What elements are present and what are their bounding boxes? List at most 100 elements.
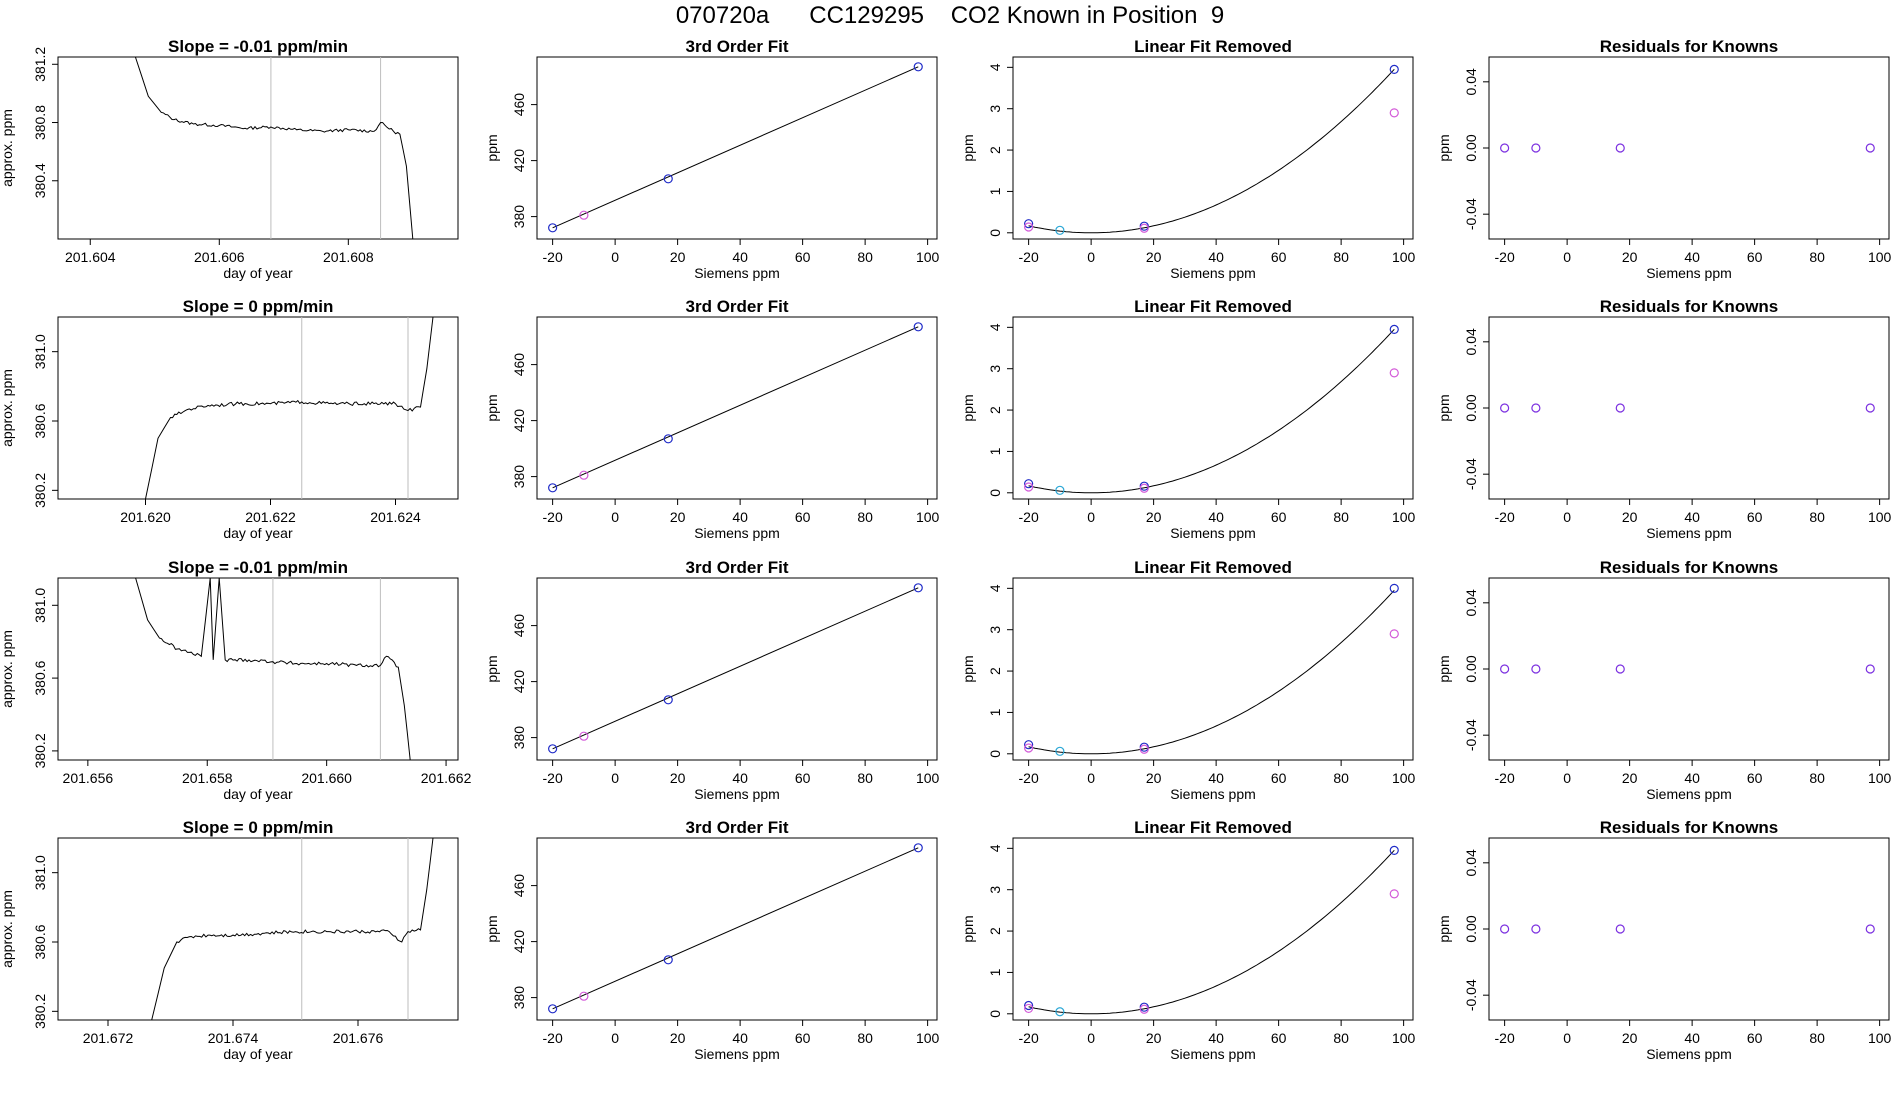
y-tick-label: 380.6 xyxy=(32,660,48,695)
plot-frame xyxy=(57,577,459,761)
data-point xyxy=(1500,403,1510,413)
data-point xyxy=(1055,746,1065,756)
chart-panel-15: Linear Fit Removed-20 0 20 40 60 80 100Siemens… xyxy=(960,818,1416,1062)
y-axis-label: ppm xyxy=(960,915,976,942)
y-tick-label: 380.2 xyxy=(32,473,48,508)
y-tick-label: 460 xyxy=(511,353,527,377)
x-tick-label: 80 xyxy=(1809,770,1825,786)
x-tick-label: 100 xyxy=(916,249,940,265)
chart-panel-14: 3rd Order Fit -20 0 20 40 60 80 100 Siemens ppm 3… xyxy=(484,818,940,1062)
x-tick-label: 0 xyxy=(611,1030,619,1046)
y-axis-label: ppm xyxy=(484,134,500,161)
data-point xyxy=(548,223,558,233)
data-point xyxy=(1531,664,1541,674)
x-tick-label: 80 xyxy=(1333,509,1349,525)
x-tick-label: 20 xyxy=(670,509,686,525)
fit-curve xyxy=(1028,328,1395,494)
chart-title: Residuals for Knowns xyxy=(1600,37,1779,56)
chart-title: Residuals for Knowns xyxy=(1600,297,1779,316)
y-tick-label: 2 xyxy=(987,927,1003,935)
x-tick-label: 201.606 xyxy=(194,249,245,265)
x-tick-label: 60 xyxy=(795,509,811,525)
chart-title: Residuals for Knowns xyxy=(1600,558,1779,577)
x-tick-label: 201.662 xyxy=(421,770,472,786)
plot-frame xyxy=(1488,316,1890,500)
y-tick-label: 420 xyxy=(511,409,527,433)
x-tick-label: 20 xyxy=(670,770,686,786)
plot-frame xyxy=(57,316,459,500)
x-tick-label: 0 xyxy=(1087,770,1095,786)
x-axis-label: Siemens ppm xyxy=(694,525,780,541)
y-tick-label: 2 xyxy=(987,406,1003,414)
x-axis-label: Siemens ppm xyxy=(1646,265,1732,281)
data-point xyxy=(1024,222,1034,232)
x-tick-label: 40 xyxy=(732,249,748,265)
data-point xyxy=(663,695,673,705)
fit-line xyxy=(552,326,919,489)
y-tick-label: 4 xyxy=(987,584,1003,592)
x-tick-label: 100 xyxy=(1392,1030,1416,1046)
x-tick-label: 0 xyxy=(611,770,619,786)
plot-data xyxy=(1500,403,1875,413)
chart-title: Slope = 0 ppm/min xyxy=(183,818,334,837)
x-tick-label: 80 xyxy=(1809,509,1825,525)
data-point xyxy=(1865,924,1875,934)
x-tick-label: 60 xyxy=(1747,770,1763,786)
y-tick-label: 380.4 xyxy=(32,163,48,198)
data-series-line xyxy=(151,838,434,1020)
plot-data xyxy=(145,317,434,499)
x-tick-label: 40 xyxy=(1208,1030,1224,1046)
data-point xyxy=(1531,924,1541,934)
chart-panel-2: 3rd Order Fit -20 0 20 40 60 80 100 Siemens ppm 3… xyxy=(484,37,940,281)
y-tick-label: 380.6 xyxy=(32,924,48,959)
y-tick-label: 381.0 xyxy=(32,334,48,369)
data-point xyxy=(1024,482,1034,492)
chart-panel-7: Linear Fit Removed-20 0 20 40 60 80 100Siemens… xyxy=(960,297,1416,541)
fit-line xyxy=(552,587,919,750)
y-tick-label: 3 xyxy=(987,105,1003,113)
y-tick-label: 0.04 xyxy=(1463,589,1479,616)
chart-panel-11: Linear Fit Removed-20 0 20 40 60 80 100Siemens… xyxy=(960,558,1416,802)
chart-panel-6: 3rd Order Fit -20 0 20 40 60 80 100 Siemens ppm 3… xyxy=(484,297,940,541)
x-tick-label: 100 xyxy=(916,1030,940,1046)
x-tick-label: 201.674 xyxy=(208,1030,259,1046)
chart-title: 3rd Order Fit xyxy=(686,558,789,577)
x-tick-label: 60 xyxy=(1271,249,1287,265)
x-tick-label: 201.676 xyxy=(333,1030,384,1046)
plot-data xyxy=(1024,324,1399,495)
x-axis-label: Siemens ppm xyxy=(1170,786,1256,802)
y-tick-label: 380 xyxy=(511,726,527,750)
y-tick-label: 1 xyxy=(987,447,1003,455)
fit-curve xyxy=(1028,849,1395,1015)
y-tick-label: 3 xyxy=(987,886,1003,894)
y-axis-label: ppm xyxy=(1436,394,1452,421)
x-axis-label: day of year xyxy=(223,1046,293,1062)
x-axis-label: Siemens ppm xyxy=(1646,786,1732,802)
data-point xyxy=(579,470,589,480)
data-point xyxy=(579,731,589,741)
x-tick-label: 20 xyxy=(670,1030,686,1046)
x-tick-label: 0 xyxy=(1563,770,1571,786)
data-point xyxy=(663,434,673,444)
plot-frame xyxy=(536,577,938,761)
data-point xyxy=(1024,479,1034,489)
plot-frame xyxy=(1488,577,1890,761)
y-tick-label: 0.04 xyxy=(1463,849,1479,876)
x-tick-label: 20 xyxy=(1622,770,1638,786)
data-point xyxy=(579,210,589,220)
x-tick-label: 0 xyxy=(1087,1030,1095,1046)
y-axis-label: approx. ppm xyxy=(0,369,15,447)
y-tick-label: 380 xyxy=(511,205,527,229)
data-series-line xyxy=(145,317,434,499)
data-point xyxy=(548,1004,558,1014)
y-axis-label: ppm xyxy=(484,655,500,682)
data-point xyxy=(579,991,589,1001)
data-point xyxy=(1389,64,1399,75)
y-tick-label: -0.04 xyxy=(1463,198,1479,230)
data-point xyxy=(913,62,923,72)
x-tick-label: 60 xyxy=(1271,770,1287,786)
chart-title: Linear Fit Removed xyxy=(1134,297,1292,316)
x-tick-label: 60 xyxy=(795,249,811,265)
x-tick-label: 100 xyxy=(916,509,940,525)
